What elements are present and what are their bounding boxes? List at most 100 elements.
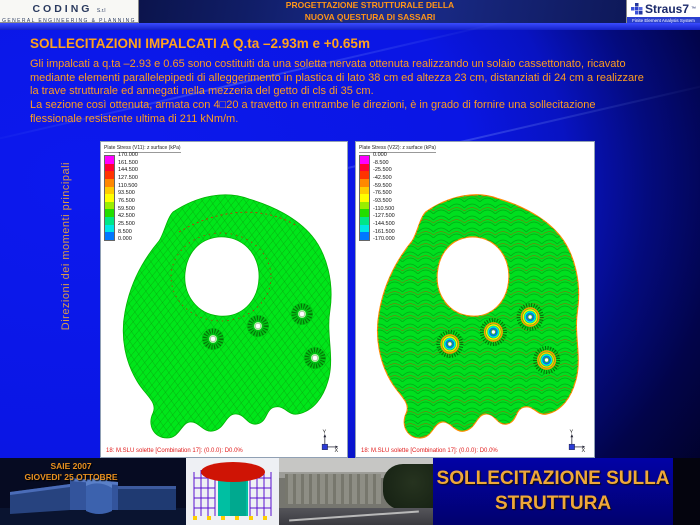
legend-color-band [105, 224, 114, 233]
support-spot [247, 315, 269, 337]
contour-plot-panel-left: Plate Stress (V11): z surface (kPa) 170.… [100, 141, 348, 458]
legend-color-band [105, 201, 114, 210]
legend-value: -59.500 [373, 182, 392, 189]
support-spot-ringed [533, 346, 561, 374]
legend-color-band [360, 209, 369, 218]
support-spot [304, 347, 326, 369]
legend-colorbar [359, 155, 370, 241]
legend-color-band [360, 178, 369, 187]
straus7-trademark: ™ [691, 5, 697, 12]
coding-logo-name: CODING S.r.l [32, 2, 106, 15]
coding-logo-tagline: GENERAL ENGINEERING & PLANNING [2, 17, 136, 24]
legend-color-band [105, 209, 114, 218]
legend-value: -25.500 [373, 167, 392, 174]
legend-value: -8.500 [373, 159, 389, 166]
site-photo-image [279, 458, 433, 525]
photo-building [285, 474, 381, 504]
body-text: Gli impalcati a q.ta –2.93 e 0.65 sono c… [30, 58, 644, 126]
legend-value: 0.000 [118, 236, 132, 243]
straus7-logo: Straus7 ™ Finite Element Analysis System [626, 0, 700, 25]
axis-y-label: Y [323, 430, 327, 436]
axis-x-label: X [582, 448, 586, 452]
fem-model-image [186, 458, 279, 525]
legend-values: 170.000 161.500 144.500 127.500 110.500 93.50… [118, 152, 138, 243]
contour-plot-panel-right: Plate Stress (V22): z surface (kPa) 0.00… [355, 141, 595, 458]
straus7-tagline: Finite Element Analysis System [627, 17, 700, 24]
legend-values: 0.000 -8.500 -25.500 -42.500 -59.500 -76.500-… [373, 152, 395, 243]
legend-color-band [105, 232, 114, 241]
legend-value: 161.500 [118, 159, 138, 166]
banner-line1: SOLLECITAZIONE SULLA [436, 467, 670, 489]
legend-value: -127.500 [373, 213, 395, 220]
side-label-rotated: Direzioni dei momenti principali [60, 162, 72, 331]
legend-value: -93.500 [373, 198, 392, 205]
project-title: PROGETTAZIONE STRUTTURALE DELLA NUOVA QU… [246, 0, 454, 22]
legend-value: -170.000 [373, 236, 395, 243]
legend-value: 42.500 [118, 213, 135, 220]
legend-value: 144.500 [118, 167, 138, 174]
page-title: SOLLECITAZIONI IMPALCATI A Q.ta –2.93m e… [30, 36, 370, 51]
event-line1: SAIE 2007 [50, 461, 92, 471]
body-paragraph-2: La sezione così ottenuta, armata con 4□2… [30, 98, 596, 125]
legend-title: Plate Stress (V22): z surface (kPa) [359, 145, 436, 153]
legend-value: 127.500 [118, 175, 138, 182]
straus7-name: Straus7 [644, 1, 690, 16]
axis-x-label: X [335, 448, 339, 452]
legend-value: 8.500 [118, 228, 132, 235]
legend-value: 59.500 [118, 205, 135, 212]
legend-value: 25.500 [118, 221, 135, 228]
slide-body: SOLLECITAZIONI IMPALCATI A Q.ta –2.93m e… [0, 19, 700, 458]
legend-color-band [360, 194, 369, 202]
legend-value: -110.500 [373, 205, 395, 212]
legend-value: -76.500 [373, 190, 392, 197]
legend-colorbar [104, 155, 115, 241]
project-title-line1: PROGETTAZIONE STRUTTURALE DELLA [285, 0, 455, 11]
support-spot-ringed [479, 318, 507, 346]
legend-color-band [360, 156, 369, 164]
legend-value: 93.500 [118, 190, 135, 197]
moment-contour-plot-v11 [122, 194, 332, 439]
legend-value: 0.000 [373, 152, 387, 158]
banner-line2: STRUTTURA [494, 492, 612, 514]
footer-strip: SAIE 2007 GIOVEDI' 25 OTTOBRE [0, 458, 700, 525]
legend-color-band [360, 217, 369, 225]
legend-color-band [360, 224, 369, 233]
legend-color-band [105, 194, 114, 202]
legend-color-band [360, 232, 369, 241]
legend-value: -42.500 [373, 175, 392, 182]
coding-logo: CODING S.r.l GENERAL ENGINEERING & PLANN… [0, 0, 139, 24]
header-band: PROGETTAZIONE STRUTTURALE DELLA NUOVA QU… [0, 0, 700, 23]
legend-color-band [105, 186, 114, 195]
straus7-pixel-icon [630, 3, 643, 15]
legend-title: Plate Stress (V11): z surface (kPa) [104, 145, 181, 153]
support-spot-ringed [436, 330, 464, 358]
legend-color-band [105, 217, 114, 225]
legend-color-band [105, 163, 114, 172]
body-paragraph-1: Gli impalcati a q.ta –2.93 e 0.65 sono c… [30, 58, 644, 98]
axis-triad: Y X [321, 430, 339, 452]
support-spot [291, 303, 313, 325]
color-legend: Plate Stress (V22): z surface (kPa) 0.00… [359, 145, 436, 242]
event-line2: GIOVEDI' 25 OTTOBRE [24, 471, 118, 482]
legend-color-band [360, 163, 369, 172]
plot-status-text: 18: M.SLU solette [Combination 17]: (0.0… [106, 448, 243, 454]
legend-value: 170.000 [118, 152, 138, 158]
legend-value: 110.500 [118, 182, 138, 189]
axis-y-label: Y [570, 430, 574, 436]
legend-color-band [105, 171, 114, 179]
legend-color-band [105, 156, 114, 164]
legend-color-band [360, 171, 369, 179]
header-divider-strip [0, 23, 700, 30]
legend-color-band [105, 178, 114, 187]
legend-value: -161.500 [373, 228, 395, 235]
legend-color-band [360, 201, 369, 210]
legend-value: -144.500 [373, 221, 395, 228]
project-title-line2: NUOVA QUESTURA DI SASSARI [304, 11, 436, 22]
photo-trees [383, 464, 433, 510]
moment-contour-plot-v22 [376, 194, 580, 439]
legend-color-band [360, 186, 369, 195]
color-legend: Plate Stress (V11): z surface (kPa) 170.… [104, 145, 181, 242]
section-banner: SOLLECITAZIONE SULLA STRUTTURA [433, 458, 673, 525]
building-render-image [0, 458, 186, 525]
